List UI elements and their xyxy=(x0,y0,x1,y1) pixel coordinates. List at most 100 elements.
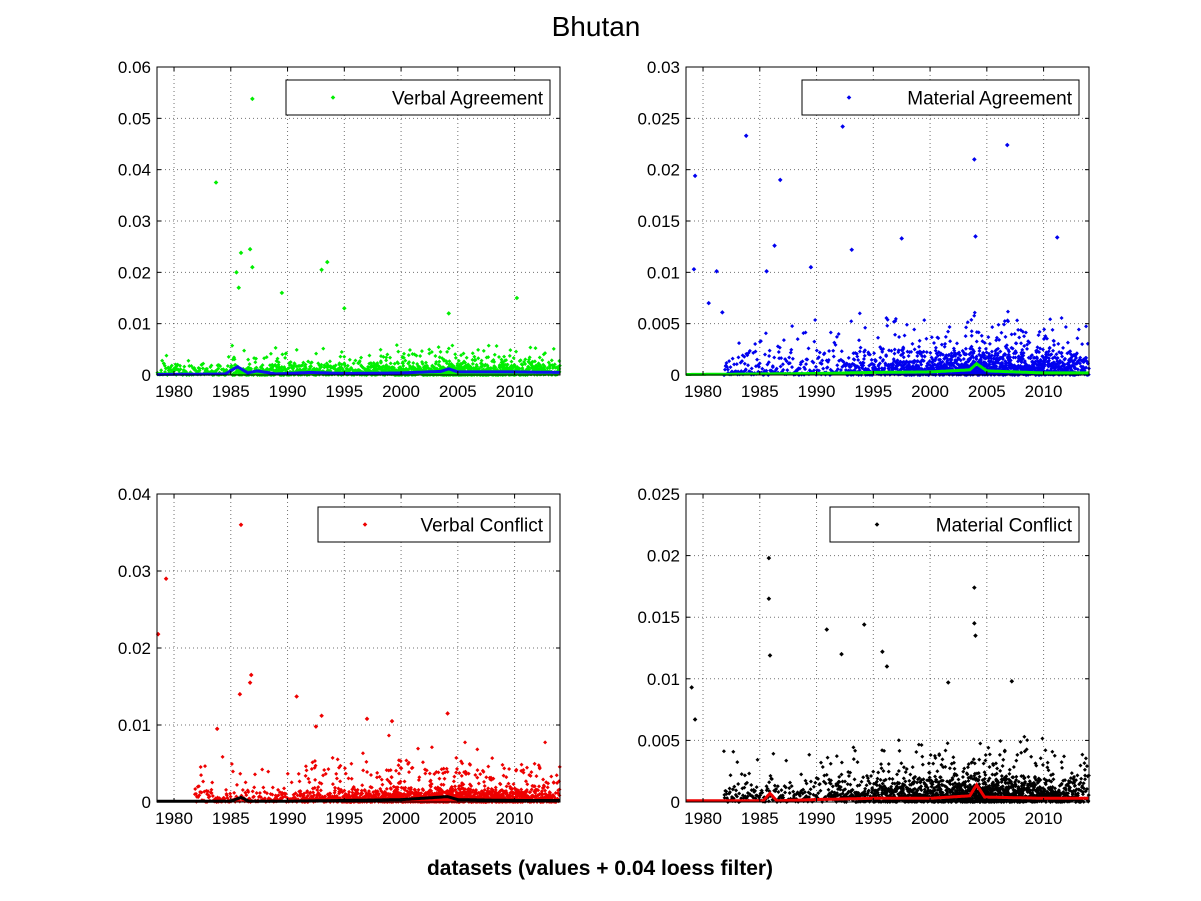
legend: Verbal Agreement xyxy=(285,79,551,116)
data-point xyxy=(225,364,230,369)
data-point xyxy=(427,351,432,356)
data-point xyxy=(273,345,278,350)
x-tick-label: 2005 xyxy=(968,382,1006,401)
data-point xyxy=(453,355,458,360)
data-point xyxy=(450,343,455,348)
data-point xyxy=(321,346,326,351)
x-tick-label: 1995 xyxy=(325,382,363,401)
subplot-1: 1980 1985 1990 1995 2000 2005 201000.010.020.0… xyxy=(118,58,562,401)
y-tick-label: 0.005 xyxy=(637,315,680,334)
figure-title: Bhutan xyxy=(552,11,641,42)
x-tick-label: 2005 xyxy=(439,382,477,401)
data-point xyxy=(276,360,281,365)
data-point xyxy=(160,358,165,363)
x-tick-label: 2000 xyxy=(911,382,949,401)
x-tick-label: 1985 xyxy=(741,382,779,401)
data-point xyxy=(407,348,412,353)
data-point xyxy=(254,356,259,361)
data-point xyxy=(436,345,441,350)
data-point xyxy=(437,359,442,364)
data-point xyxy=(433,354,438,359)
y-tick-label: 0.015 xyxy=(637,212,680,231)
y-tick-label: 0.05 xyxy=(118,109,151,128)
legend-label: Verbal Agreement xyxy=(392,89,544,110)
data-point xyxy=(420,361,425,366)
y-tick-label: 0.02 xyxy=(647,161,680,180)
data-point xyxy=(407,360,412,365)
data-point xyxy=(164,353,169,358)
data-point xyxy=(178,363,183,368)
data-point xyxy=(200,366,205,371)
data-point xyxy=(359,355,364,360)
data-point xyxy=(357,359,362,364)
data-point xyxy=(246,357,251,362)
y-tick-label: 0.03 xyxy=(647,58,680,77)
x-tick-label: 2010 xyxy=(1025,382,1063,401)
data-point xyxy=(226,354,231,359)
data-point xyxy=(392,361,397,366)
data-point xyxy=(418,353,423,358)
y-tick-label: 0.04 xyxy=(118,161,151,180)
data-point xyxy=(401,355,406,360)
data-point xyxy=(378,347,383,352)
data-point xyxy=(339,362,344,367)
data-point xyxy=(426,365,431,370)
x-tick-label: 1980 xyxy=(684,382,722,401)
data-point xyxy=(427,347,432,352)
x-tick-label: 1985 xyxy=(212,382,250,401)
data-point xyxy=(275,356,280,361)
data-point xyxy=(319,362,324,367)
data-point xyxy=(423,360,428,365)
data-point xyxy=(294,347,299,352)
data-point xyxy=(209,363,214,368)
data-point xyxy=(347,357,352,362)
data-point xyxy=(314,351,319,356)
data-point xyxy=(182,364,187,369)
y-tick-label: 0.01 xyxy=(647,263,680,282)
data-point xyxy=(230,343,235,348)
data-point xyxy=(433,361,438,366)
legend: Material Agreement xyxy=(801,79,1080,116)
y-tick-label: 0.03 xyxy=(118,212,151,231)
data-point xyxy=(268,351,273,356)
data-point xyxy=(242,348,247,353)
data-point xyxy=(169,363,174,368)
data-point xyxy=(197,366,202,371)
data-point xyxy=(338,354,343,359)
data-point xyxy=(446,346,451,351)
data-point xyxy=(288,360,293,365)
data-point xyxy=(385,352,390,357)
data-point xyxy=(247,362,252,367)
data-point xyxy=(232,357,237,362)
data-point xyxy=(384,355,389,360)
x-tick-label: 1980 xyxy=(155,382,193,401)
y-tick-label: 0.025 xyxy=(637,109,680,128)
data-point xyxy=(264,355,269,360)
y-tick-label: 0 xyxy=(671,366,680,385)
data-point xyxy=(249,366,254,371)
y-tick-label: 0.01 xyxy=(118,315,151,334)
data-point xyxy=(159,368,164,373)
data-point xyxy=(456,358,461,363)
data-point xyxy=(286,366,291,371)
data-point xyxy=(438,349,443,354)
y-tick-label: 0.02 xyxy=(118,263,151,282)
data-point xyxy=(394,343,399,348)
data-point xyxy=(186,358,191,363)
data-point xyxy=(224,367,229,372)
data-point xyxy=(178,367,183,372)
data-point xyxy=(419,349,424,354)
data-point xyxy=(463,360,468,365)
data-point xyxy=(351,361,356,366)
data-point xyxy=(284,351,289,356)
data-point xyxy=(384,358,389,363)
data-point xyxy=(401,351,406,356)
data-point xyxy=(283,355,288,360)
data-point xyxy=(429,349,434,354)
plot-area xyxy=(157,67,560,375)
x-tick-label: 2000 xyxy=(382,382,420,401)
data-point xyxy=(309,360,314,365)
data-point xyxy=(303,362,308,367)
data-point xyxy=(201,361,206,366)
